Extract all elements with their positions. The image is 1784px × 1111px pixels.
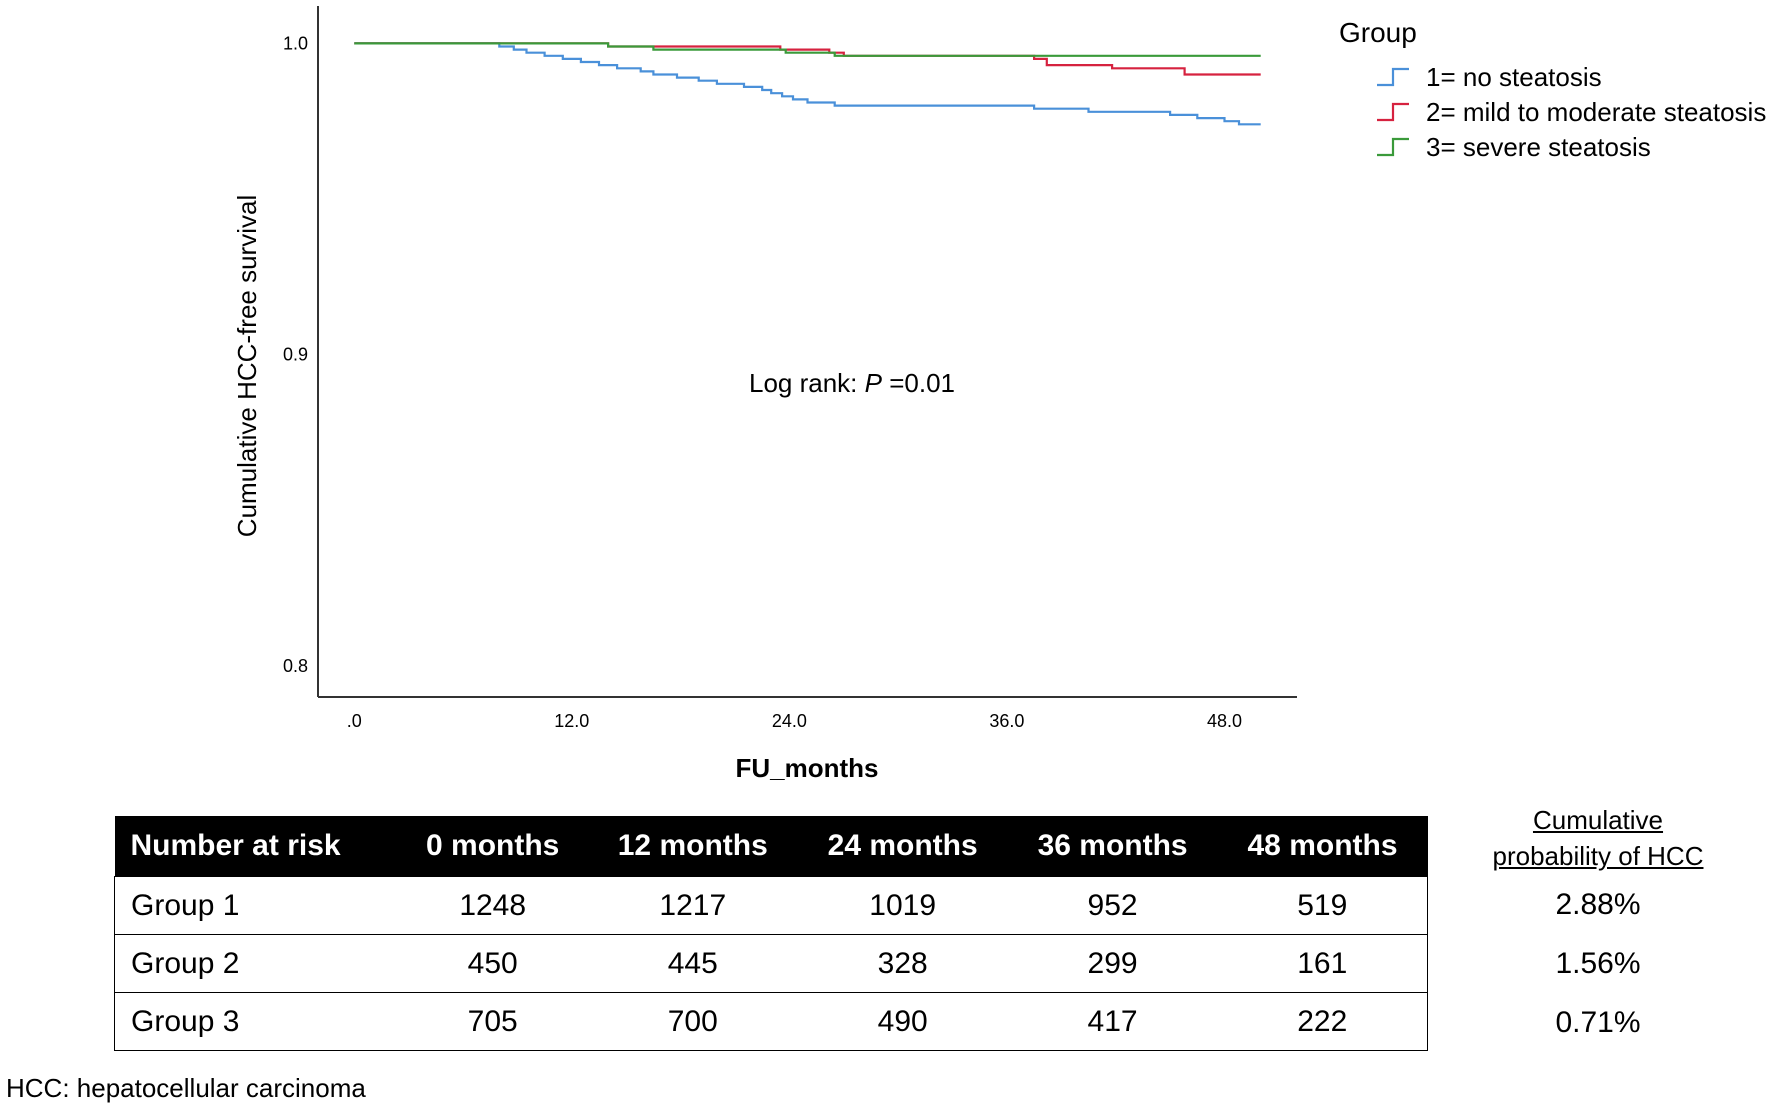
table-cell: 299 <box>1007 934 1218 993</box>
y-tick-label: 1.0 <box>283 33 308 53</box>
table-cell: 1248 <box>397 876 588 935</box>
cumulative-probability-group3: 0.71% <box>1555 1006 1641 1039</box>
cumulative-probability-group1: 2.88% <box>1555 888 1641 921</box>
footnote: HCC: hepatocellular carcinoma <box>6 1073 366 1103</box>
x-axis-label: FU_months <box>736 753 879 783</box>
table-row: Group 3 705 700 490 417 222 <box>113 992 1428 1051</box>
table-cell: 519 <box>1217 876 1428 935</box>
x-tick-label: 36.0 <box>989 711 1024 731</box>
x-tick-label: 48.0 <box>1207 711 1242 731</box>
table-cell: 1019 <box>797 876 1008 935</box>
table-cell: 450 <box>397 934 588 993</box>
risk-header-cell: Number at risk <box>114 816 398 877</box>
cumulative-heading-line1: Cumulative <box>1532 805 1664 835</box>
log-rank-annotation: Log rank: P =0.01 <box>749 368 955 398</box>
number-at-risk-table: Number at risk 0 months 12 months 24 mon… <box>113 816 1428 1051</box>
table-row: Group 2 450 445 328 299 161 <box>113 934 1428 993</box>
x-tick-label: .0 <box>347 711 362 731</box>
table-cell: 490 <box>797 992 1008 1051</box>
legend-label: 2= mild to moderate steatosis <box>1426 97 1766 127</box>
table-row: Group 1 1248 1217 1019 952 519 <box>113 876 1428 935</box>
table-cell: 328 <box>797 934 1008 993</box>
x-tick-label: 24.0 <box>772 711 807 731</box>
series-line-group-3 <box>354 42 1261 57</box>
cumulative-probability-group2: 1.56% <box>1555 947 1641 980</box>
risk-header-cell: 12 months <box>587 816 798 877</box>
series-line-group-2 <box>354 42 1261 76</box>
table-cell: 700 <box>587 992 798 1051</box>
cumulative-heading-line2: probability of HCC <box>1492 841 1704 871</box>
x-tick-label: 12.0 <box>554 711 589 731</box>
cumulative-probability-heading: Cumulative probability of HCC <box>1468 802 1728 874</box>
table-cell: 222 <box>1217 992 1428 1051</box>
table-cell: 705 <box>397 992 588 1051</box>
y-tick-label: 0.8 <box>283 656 308 676</box>
table-cell: Group 2 <box>113 934 398 993</box>
legend-swatch <box>1377 102 1409 122</box>
risk-header-cell: 24 months <box>797 816 1008 877</box>
legend-swatch <box>1377 137 1409 157</box>
y-tick-label: 0.9 <box>283 345 308 365</box>
legend-label: 3= severe steatosis <box>1426 132 1651 162</box>
risk-header-cell: 0 months <box>397 816 588 877</box>
legend-label: 1= no steatosis <box>1426 62 1602 92</box>
legend-swatch <box>1377 67 1409 87</box>
risk-header-cell: 48 months <box>1217 816 1428 877</box>
table-cell: 445 <box>587 934 798 993</box>
series-line-group-1 <box>354 42 1261 126</box>
table-cell: Group 1 <box>113 876 398 935</box>
table-cell: 417 <box>1007 992 1218 1051</box>
y-axis-label: Cumulative HCC-free survival <box>232 195 262 537</box>
legend-title: Group <box>1339 17 1417 48</box>
table-cell: 952 <box>1007 876 1218 935</box>
risk-table-header: Number at risk 0 months 12 months 24 mon… <box>114 816 1428 877</box>
risk-header-cell: 36 months <box>1007 816 1218 877</box>
table-cell: 1217 <box>587 876 798 935</box>
table-cell: 161 <box>1217 934 1428 993</box>
table-cell: Group 3 <box>113 992 398 1051</box>
